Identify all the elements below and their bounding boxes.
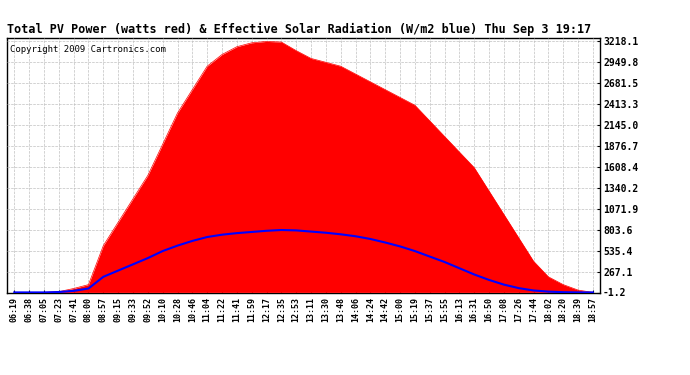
- Text: Copyright 2009 Cartronics.com: Copyright 2009 Cartronics.com: [10, 45, 166, 54]
- Text: Total PV Power (watts red) & Effective Solar Radiation (W/m2 blue) Thu Sep 3 19:: Total PV Power (watts red) & Effective S…: [7, 23, 591, 36]
